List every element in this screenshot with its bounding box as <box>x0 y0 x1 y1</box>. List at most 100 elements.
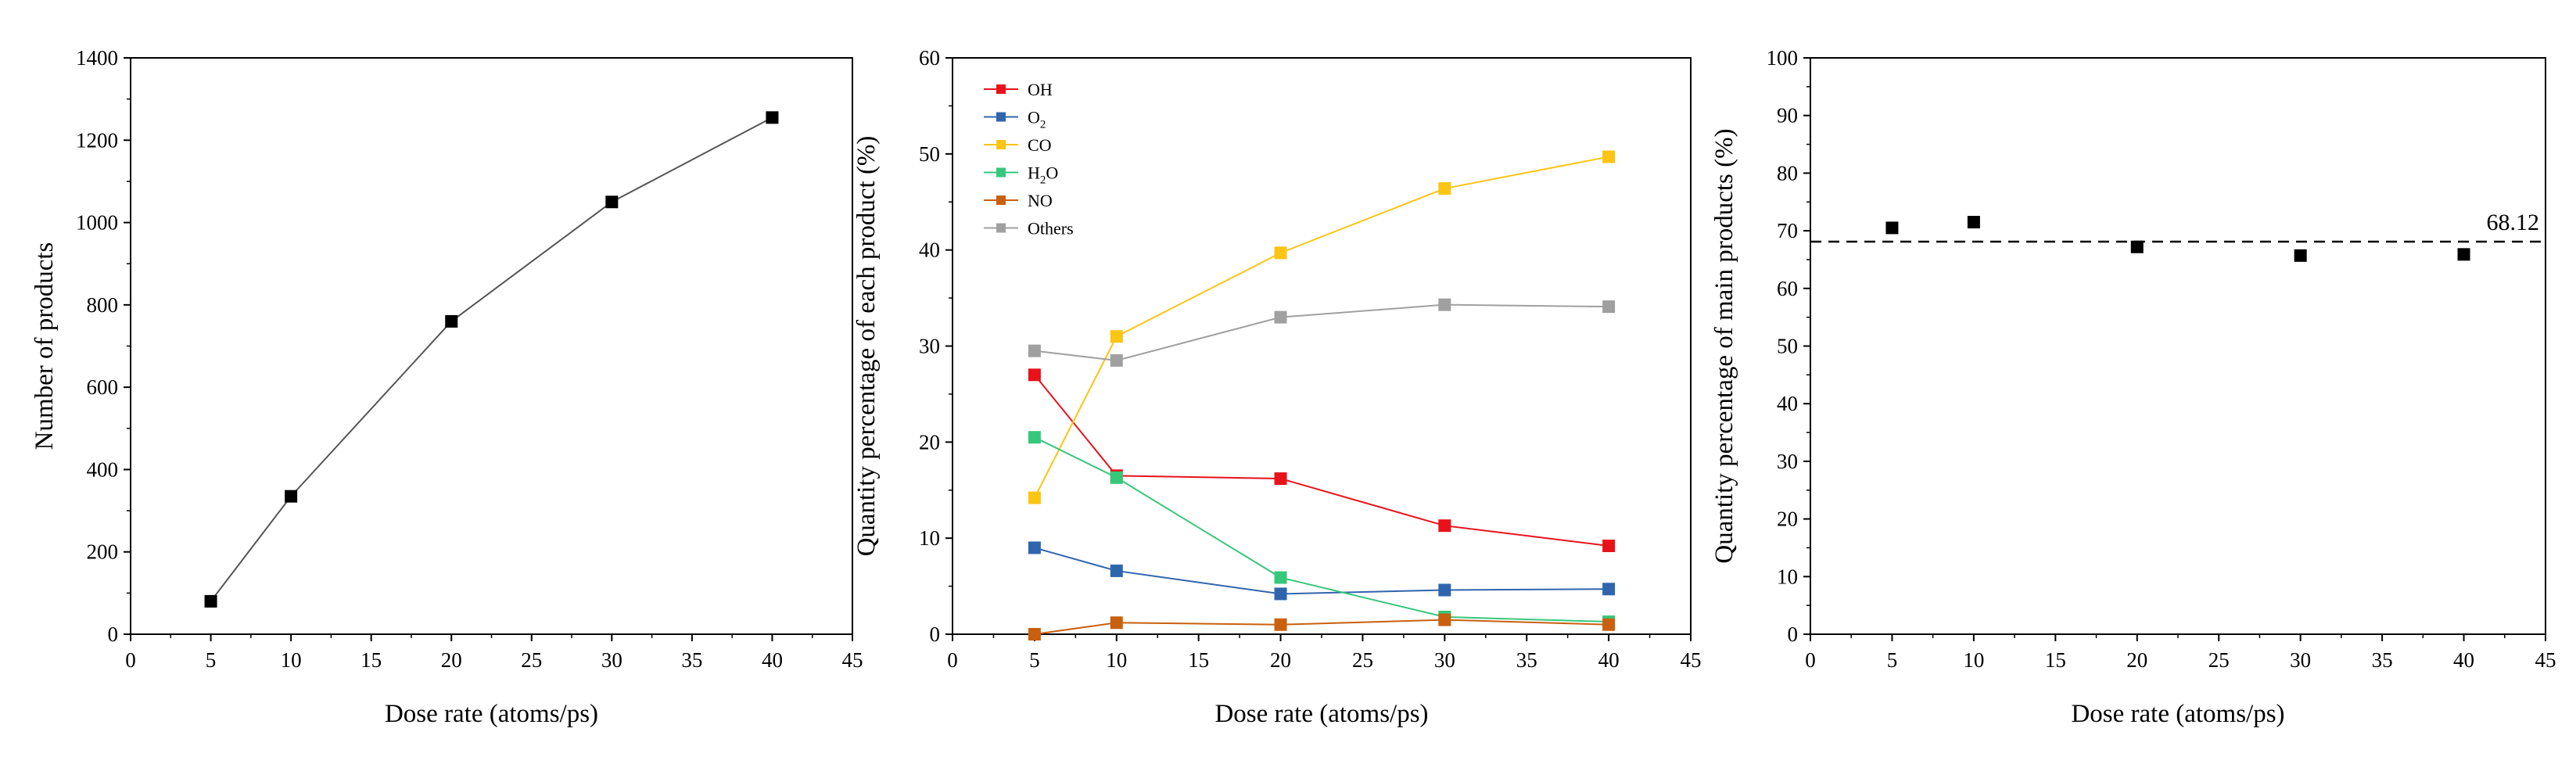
legend-label: OH <box>1028 80 1053 99</box>
y-tick-label: 100 <box>1767 46 1799 70</box>
x-tick-label: 40 <box>1598 648 1620 672</box>
series-h2o <box>1028 431 1616 629</box>
data-point <box>1602 618 1616 631</box>
legend-label: O2 <box>1028 108 1046 131</box>
y-tick-label: 50 <box>1777 335 1798 358</box>
series-co <box>1028 150 1616 504</box>
legend-label: NO <box>1028 191 1053 210</box>
series-main products <box>1885 216 2470 262</box>
legend-label-tail: O <box>1046 163 1058 183</box>
y-axis-label: Quantity percentage of each product (%) <box>852 136 881 557</box>
data-point <box>285 490 298 503</box>
series-line <box>1034 436 1609 623</box>
y-tick-label: 1400 <box>76 46 118 70</box>
legend-label-subscript: 2 <box>1040 174 1046 187</box>
data-point <box>1274 472 1287 486</box>
data-point <box>1438 182 1451 196</box>
legend-marker <box>996 84 1006 94</box>
y-tick-label: 600 <box>87 375 119 399</box>
legend-marker <box>996 140 1006 149</box>
data-point <box>1438 298 1451 311</box>
y-tick-label: 10 <box>919 526 940 550</box>
y-tick-label: 60 <box>919 46 940 70</box>
x-tick-label: 45 <box>1681 648 1702 672</box>
legend-label: CO <box>1028 135 1052 155</box>
plot-frame <box>1810 57 2546 635</box>
data-point <box>2294 249 2307 262</box>
series-line <box>1033 156 1609 499</box>
legend-marker <box>996 112 1006 122</box>
x-tick-label: 10 <box>1106 648 1127 672</box>
x-tick-label: 40 <box>2453 648 2474 672</box>
data-point <box>1110 330 1123 343</box>
data-point <box>1028 431 1041 444</box>
y-tick-label: 70 <box>1777 219 1798 242</box>
y-tick-label: 50 <box>919 142 940 166</box>
y-tick-label: 10 <box>1777 565 1798 588</box>
legend-label: Others <box>1028 219 1074 239</box>
y-tick-label: 1200 <box>76 128 118 152</box>
y-axis-label: Quantity percentage of main products (%) <box>1710 128 1738 563</box>
x-tick-label: 25 <box>2208 648 2230 672</box>
legend-item: OH <box>984 80 1053 99</box>
x-tick-label: 25 <box>1352 648 1373 672</box>
data-point <box>1028 491 1041 504</box>
data-point <box>1602 300 1616 314</box>
legend-item: O2 <box>984 108 1046 131</box>
y-tick-label: 80 <box>1777 161 1798 185</box>
x-tick-label: 5 <box>1029 648 1040 672</box>
y-axis-label: Number of products <box>30 242 59 450</box>
data-point <box>1028 628 1041 640</box>
x-tick-label: 5 <box>206 648 217 672</box>
y-tick-label: 1000 <box>76 211 118 235</box>
x-tick-label: 15 <box>1188 648 1209 672</box>
x-tick-label: 30 <box>601 648 622 672</box>
y-tick-label: 0 <box>108 622 119 646</box>
y-tick-label: 60 <box>1777 277 1798 300</box>
x-tick-label: 20 <box>441 648 462 672</box>
x-tick-label: 30 <box>2290 648 2311 672</box>
data-point <box>1028 541 1041 554</box>
chart-panel-1: 0 5 10 15 20 25 30 35 40 45 0 200 400 600 800 1000 1200 1… <box>30 46 863 728</box>
data-point <box>1602 583 1616 596</box>
x-axis-label: Dose rate (atoms/ps) <box>2071 700 2284 728</box>
x-axis-label: Dose rate (atoms/ps) <box>385 700 598 728</box>
y-tick-label: 0 <box>930 622 941 646</box>
reference-line-label: 68.12 <box>2487 210 2540 235</box>
x-tick-label: 20 <box>2126 648 2147 672</box>
y-tick-label: 40 <box>1777 392 1798 415</box>
x-tick-label: 35 <box>2372 648 2393 672</box>
x-tick-label: 25 <box>521 648 542 672</box>
legend-marker <box>996 167 1006 178</box>
y-tick-label: 30 <box>1777 450 1798 473</box>
data-point <box>1274 587 1287 601</box>
data-point <box>1438 583 1451 597</box>
y-tick-label: 40 <box>919 239 940 262</box>
x-tick-label: 0 <box>125 648 136 672</box>
series-oh <box>1028 368 1616 552</box>
legend-label-main: O <box>1028 108 1040 127</box>
y-tick-label: 20 <box>919 430 940 454</box>
y-tick-label: 400 <box>87 457 119 481</box>
legend-label-main: NO <box>1028 191 1053 210</box>
data-point <box>1110 616 1123 630</box>
data-point <box>2130 240 2144 253</box>
legend-marker <box>996 223 1006 233</box>
legend-item: NO <box>984 191 1053 210</box>
data-point <box>1274 246 1287 260</box>
x-tick-label: 40 <box>762 648 783 672</box>
x-tick-label: 5 <box>1887 648 1898 672</box>
data-point <box>1274 310 1287 324</box>
x-tick-label: 15 <box>361 648 382 672</box>
legend-label: H2O <box>1028 163 1058 187</box>
data-point <box>1110 471 1123 484</box>
x-tick-label: 0 <box>1805 648 1816 672</box>
x-axis-label: Dose rate (atoms/ps) <box>1214 700 1428 728</box>
legend-label-main: OH <box>1028 80 1053 99</box>
y-tick-label: 30 <box>919 335 940 358</box>
plot-frame <box>130 57 853 635</box>
x-tick-label: 45 <box>842 648 863 672</box>
x-tick-label: 10 <box>1963 648 1984 672</box>
data-point <box>605 196 619 209</box>
legend-label-main: CO <box>1028 135 1052 155</box>
